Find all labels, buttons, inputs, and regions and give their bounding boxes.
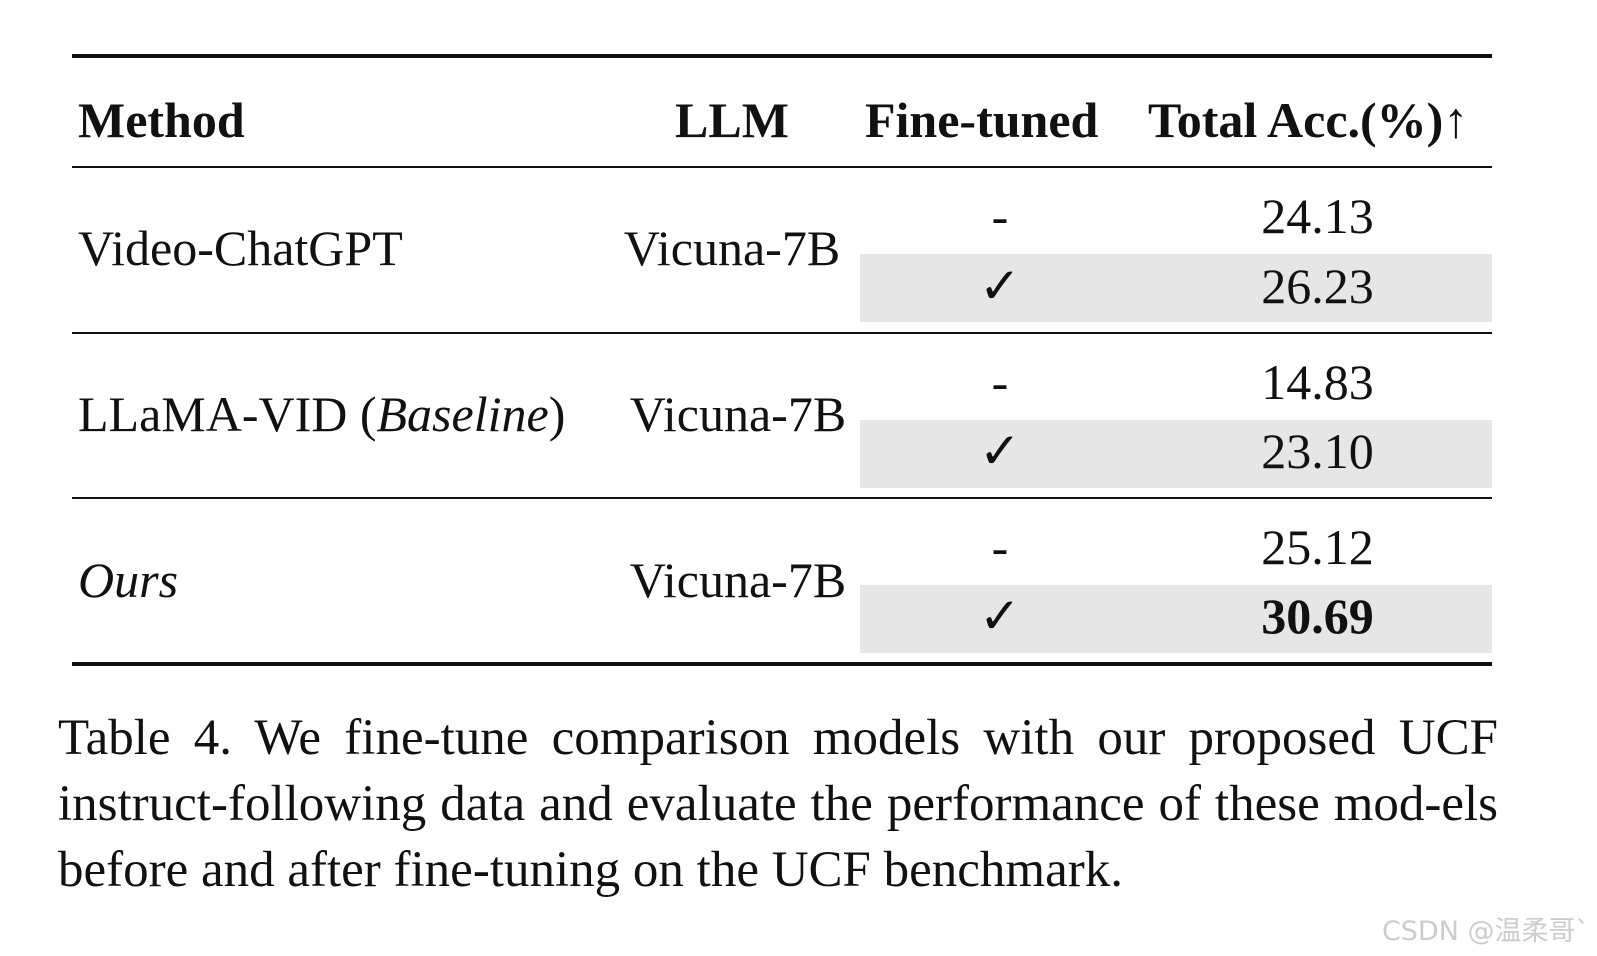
group-divider-2	[72, 497, 1492, 499]
table-caption: Table 4. We fine-tune comparison models …	[58, 710, 1498, 898]
highlight-row-3	[860, 585, 1492, 653]
header-method: Method	[78, 92, 245, 148]
watermark: CSDN @温柔哥`	[1381, 916, 1589, 947]
header-rule	[72, 166, 1492, 168]
llm-llama-vid: Vicuna-7B	[629, 386, 847, 442]
method-llama-vid-main: LLaMA-VID (	[78, 386, 377, 442]
method-video-chatgpt: Video-ChatGPT	[78, 220, 403, 276]
acc-value-best: 30.69	[1261, 588, 1374, 644]
llm-ours: Vicuna-7B	[629, 552, 847, 608]
bottom-rule	[72, 662, 1492, 666]
fine-tuned-mark: -	[991, 188, 1009, 244]
llm-video-chatgpt: Vicuna-7B	[623, 220, 841, 276]
header-total-acc: Total Acc.(%)↑	[1148, 92, 1469, 148]
group-divider-1	[72, 332, 1492, 334]
method-llama-vid-baseline: Baseline	[376, 386, 549, 442]
header-llm: LLM	[675, 92, 789, 148]
acc-value: 23.10	[1261, 423, 1374, 479]
highlight-row-1	[860, 254, 1492, 322]
acc-value: 24.13	[1261, 188, 1374, 244]
checkmark-icon: ✓	[979, 258, 1021, 314]
checkmark-icon: ✓	[979, 588, 1021, 644]
acc-value: 14.83	[1261, 354, 1374, 410]
top-rule	[72, 54, 1492, 58]
method-llama-vid: LLaMA-VID (Baseline)	[78, 384, 565, 444]
method-llama-vid-close: )	[548, 386, 566, 442]
fine-tuned-mark: -	[991, 519, 1009, 575]
fine-tuned-mark: -	[991, 354, 1009, 410]
checkmark-icon: ✓	[979, 423, 1021, 479]
method-ours: Ours	[78, 552, 179, 608]
acc-value: 26.23	[1261, 258, 1374, 314]
acc-value: 25.12	[1261, 519, 1374, 575]
highlight-row-2	[860, 420, 1492, 488]
header-fine-tuned: Fine-tuned	[865, 92, 1099, 148]
